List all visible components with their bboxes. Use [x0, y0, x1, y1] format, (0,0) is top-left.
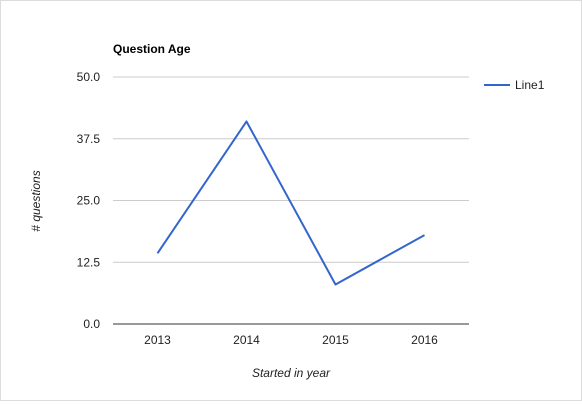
data-point[interactable] — [422, 233, 427, 238]
data-point[interactable] — [155, 251, 160, 256]
y-tick-labels: 0.0 12.5 25.0 37.5 50.0 — [77, 70, 101, 331]
y-tick-label: 25.0 — [77, 194, 101, 208]
y-tick-label: 37.5 — [77, 132, 101, 146]
gridlines — [113, 76, 469, 263]
series-group — [155, 119, 427, 287]
y-tick-label: 0.0 — [83, 317, 100, 331]
data-point[interactable] — [333, 282, 338, 287]
data-point[interactable] — [244, 119, 249, 124]
x-tick-label: 2014 — [233, 333, 260, 347]
y-axis-label: # questions — [29, 170, 43, 231]
x-tick-label: 2013 — [144, 333, 171, 347]
x-tick-labels: 2013 2014 2015 2016 — [144, 333, 438, 347]
chart-title: Question Age — [113, 42, 191, 56]
series-line[interactable] — [156, 120, 425, 286]
legend-label: Line1 — [515, 78, 545, 92]
x-tick-label: 2016 — [411, 333, 438, 347]
y-tick-label: 12.5 — [77, 255, 101, 269]
y-tick-label: 50.0 — [77, 70, 101, 84]
legend[interactable]: Line1 — [484, 78, 545, 92]
x-tick-label: 2015 — [322, 333, 349, 347]
x-axis-label: Started in year — [252, 366, 331, 380]
